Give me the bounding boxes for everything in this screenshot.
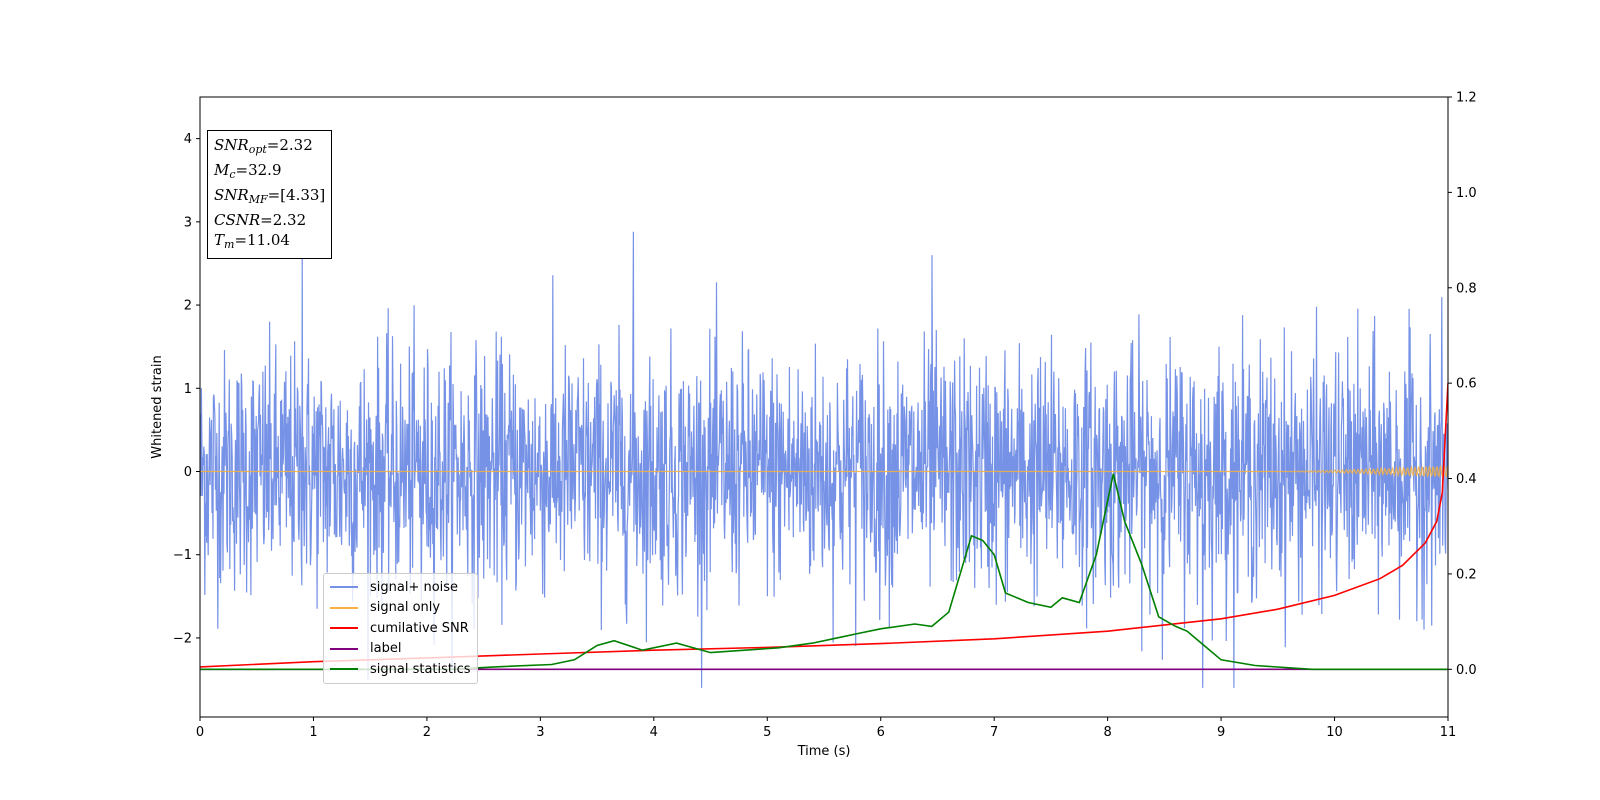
annotation-row: SNRopt=2.32	[214, 135, 325, 160]
left-y-tick-label: 4	[184, 132, 192, 147]
annotation-value: =32.9	[235, 161, 282, 179]
x-tick-label: 2	[423, 725, 431, 740]
legend-label: signal+ noise	[370, 579, 459, 595]
right-y-tick-label: 0.6	[1456, 377, 1477, 392]
x-tick-label: 7	[990, 725, 998, 740]
annotation-subscript: m	[224, 238, 235, 251]
right-y-tick-label: 0.8	[1456, 281, 1477, 296]
right-y-tick-label: 0.2	[1456, 567, 1477, 582]
plot-frame	[199, 96, 1449, 718]
x-tick-label: 10	[1326, 725, 1343, 740]
legend-label: signal statistics	[370, 661, 471, 677]
legend: signal+ noise signal only cumilative SNR la…	[323, 573, 478, 684]
x-tick-label: 9	[1217, 725, 1225, 740]
left-y-tick-label: 0	[184, 465, 192, 480]
left-y-tick-label: −2	[173, 631, 192, 646]
legend-label: signal only	[370, 600, 441, 616]
x-tick-label: 6	[877, 725, 885, 740]
series-line-signal-only	[200, 464, 1448, 480]
right-y-tick-label: 1.2	[1456, 91, 1477, 106]
legend-entry: signal statistics	[330, 659, 471, 680]
x-tick-label: 3	[536, 725, 544, 740]
legend-swatch	[330, 668, 358, 671]
right-y-axis: 0.0 0.2 0.4 0.6 0.8 1.0 1.2	[1448, 91, 1477, 678]
annotation-symbol: M	[214, 161, 230, 179]
annotation-symbol: SNR	[214, 136, 249, 154]
annotation-value: =11.04	[234, 231, 290, 249]
x-tick-label: 8	[1103, 725, 1111, 740]
x-tick-label: 0	[196, 725, 204, 740]
series-line-cumilative-snr	[200, 383, 1448, 668]
right-y-tick-label: 1.0	[1456, 186, 1477, 201]
left-y-tick-label: −1	[173, 548, 192, 563]
legend-swatch	[330, 606, 358, 609]
left-y-axis: −2 −1 0 1 2 3 4	[173, 132, 200, 646]
legend-swatch	[330, 586, 358, 589]
series-line-signal-noise	[200, 231, 1448, 688]
annotation-row: Tm=11.04	[214, 230, 325, 255]
legend-entry: label	[330, 639, 471, 660]
annotation-value: =[4.33]	[267, 186, 326, 204]
legend-swatch	[330, 647, 358, 650]
legend-swatch	[330, 627, 358, 630]
x-axis: 0 1 2 3 4 5 6 7 8 9 10 11	[196, 717, 1456, 740]
annotation-row: SNRMF=[4.33]	[214, 185, 325, 210]
annotation-value: =2.32	[266, 136, 313, 154]
annotation-symbol: SNR	[214, 186, 249, 204]
annotation-box: SNRopt=2.32 Mc=32.9 SNRMF=[4.33] CSNR=2.32 T…	[207, 130, 333, 259]
axes-frame	[199, 96, 1449, 718]
left-y-tick-label: 1	[184, 382, 192, 397]
annotation-value: =2.32	[260, 211, 307, 229]
left-y-tick-label: 3	[184, 215, 192, 230]
y-axis-label: Whitened strain	[150, 355, 165, 458]
legend-label: cumilative SNR	[370, 620, 469, 636]
legend-entry: signal only	[330, 598, 471, 619]
x-tick-label: 4	[650, 725, 658, 740]
legend-label: label	[370, 641, 402, 657]
x-tick-label: 1	[309, 725, 317, 740]
annotation-row: CSNR=2.32	[214, 210, 325, 230]
legend-entry: signal+ noise	[330, 577, 471, 598]
series-line-signal-statistics	[200, 473, 1448, 671]
right-y-tick-label: 0.4	[1456, 472, 1477, 487]
left-y-tick-label: 2	[184, 299, 192, 314]
x-tick-label: 11	[1440, 725, 1457, 740]
annotation-symbol: CSNR	[214, 211, 261, 229]
annotation-subscript: c	[229, 168, 236, 181]
annotation-symbol: T	[214, 231, 225, 249]
legend-entry: cumilative SNR	[330, 618, 471, 639]
annotation-row: Mc=32.9	[214, 160, 325, 185]
right-y-tick-label: 0.0	[1456, 663, 1477, 678]
annotation-subscript: MF	[248, 193, 268, 206]
annotation-subscript: opt	[248, 143, 267, 156]
x-tick-label: 5	[763, 725, 771, 740]
x-axis-label: Time (s)	[797, 744, 851, 759]
